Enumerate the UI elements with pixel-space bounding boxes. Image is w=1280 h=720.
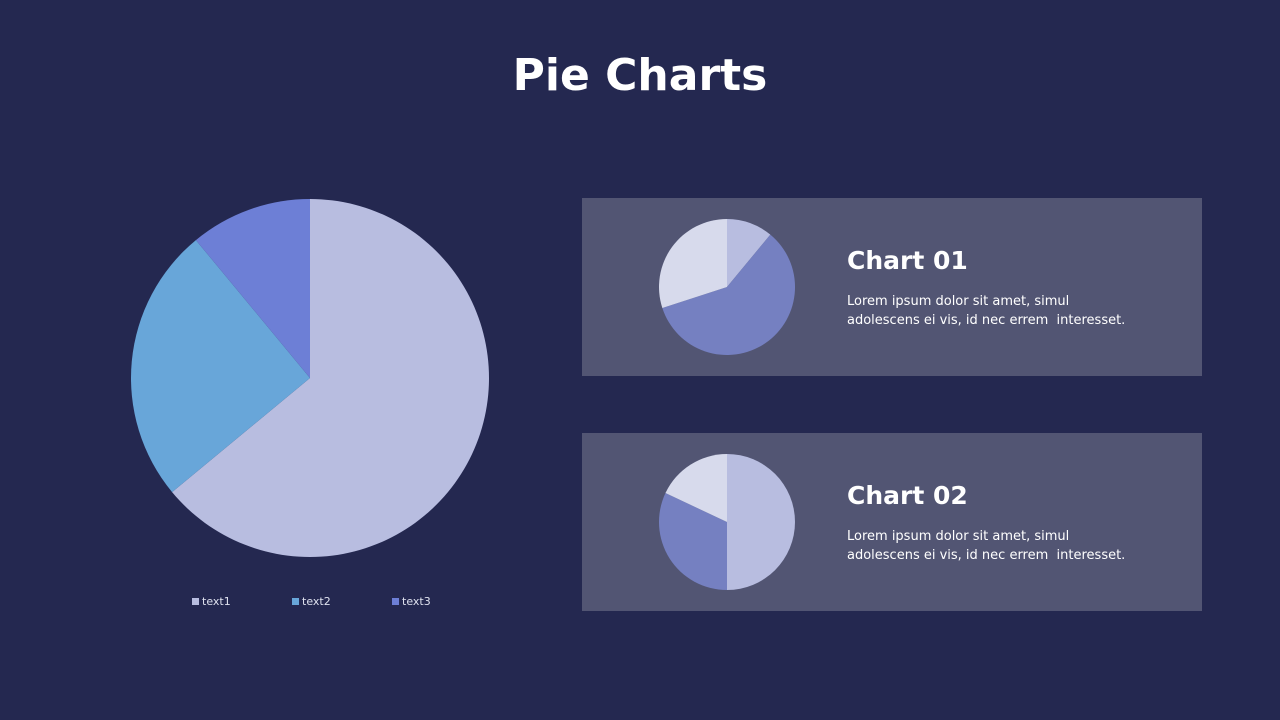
card-description: Lorem ipsum dolor sit amet, simul adoles… [847,527,1177,565]
pie-slice-3 [659,219,727,309]
pie-slice-1 [727,454,795,590]
pie-slice-1 [727,219,771,287]
chart-legend: text1 text2 text3 [192,594,512,610]
legend-swatch [392,598,399,605]
legend-item-text1: text1 [192,594,231,610]
legend-label: text2 [302,595,331,608]
chart-01-pie [659,219,796,356]
pie-slice-2 [658,493,727,590]
legend-label: text3 [402,595,431,608]
card-description: Lorem ipsum dolor sit amet, simul adoles… [847,292,1177,330]
legend-swatch [192,598,199,605]
card-text-line: adolescens ei vis, id nec errem interess… [847,313,1126,328]
legend-item-text3: text3 [392,594,431,610]
main-pie-chart [131,199,490,557]
card-text-line: Lorem ipsum dolor sit amet, simul [847,294,1070,309]
chart-card-01: Chart 01 Lorem ipsum dolor sit amet, sim… [582,198,1202,376]
pie-slice-3 [665,454,727,522]
card-title: Chart 01 [847,246,968,275]
legend-swatch [292,598,299,605]
pie-slice-text2 [131,240,310,493]
pie-slice-text1 [172,199,490,557]
pie-slice-2 [662,234,796,356]
legend-label: text1 [202,595,231,608]
pie-slice-text3 [195,199,310,378]
card-text-line: adolescens ei vis, id nec errem interess… [847,548,1126,563]
chart-02-pie [658,454,795,590]
card-text-line: Lorem ipsum dolor sit amet, simul [847,529,1070,544]
slide-title: Pie Charts [512,50,768,101]
card-title: Chart 02 [847,481,968,510]
chart-card-02: Chart 02 Lorem ipsum dolor sit amet, sim… [582,433,1202,611]
legend-item-text2: text2 [292,594,331,610]
